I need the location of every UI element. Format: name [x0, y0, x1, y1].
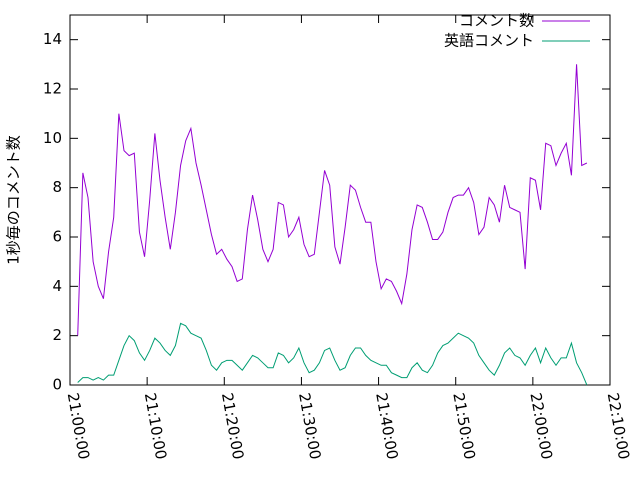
legend-label: コメント数 — [459, 12, 534, 30]
x-tick-label: 21:00:00 — [64, 391, 93, 460]
x-tick-label: 22:00:00 — [526, 391, 555, 460]
y-tick-label: 2 — [52, 326, 62, 344]
x-tick-label: 21:20:00 — [218, 391, 247, 460]
x-tick-label: 21:40:00 — [372, 391, 401, 460]
y-tick-label: 4 — [52, 277, 62, 295]
x-tick-label: 21:50:00 — [449, 391, 478, 460]
plot-frame — [69, 14, 611, 386]
y-tick-label: 14 — [43, 30, 62, 48]
x-tick-label: 22:10:00 — [604, 391, 633, 460]
y-tick-label: 8 — [52, 178, 62, 196]
series-line — [77, 64, 588, 336]
series-line — [77, 322, 588, 386]
y-axis-label: 1秒毎のコメント数 — [5, 135, 23, 265]
y-tick-label: 0 — [52, 376, 62, 394]
legend-label: 英語コメント — [444, 32, 534, 50]
x-tick-label: 21:10:00 — [141, 391, 170, 460]
x-tick-label: 21:30:00 — [295, 391, 324, 460]
y-tick-label: 10 — [43, 129, 62, 147]
y-tick-label: 12 — [43, 80, 62, 98]
y-tick-label: 6 — [52, 228, 62, 246]
